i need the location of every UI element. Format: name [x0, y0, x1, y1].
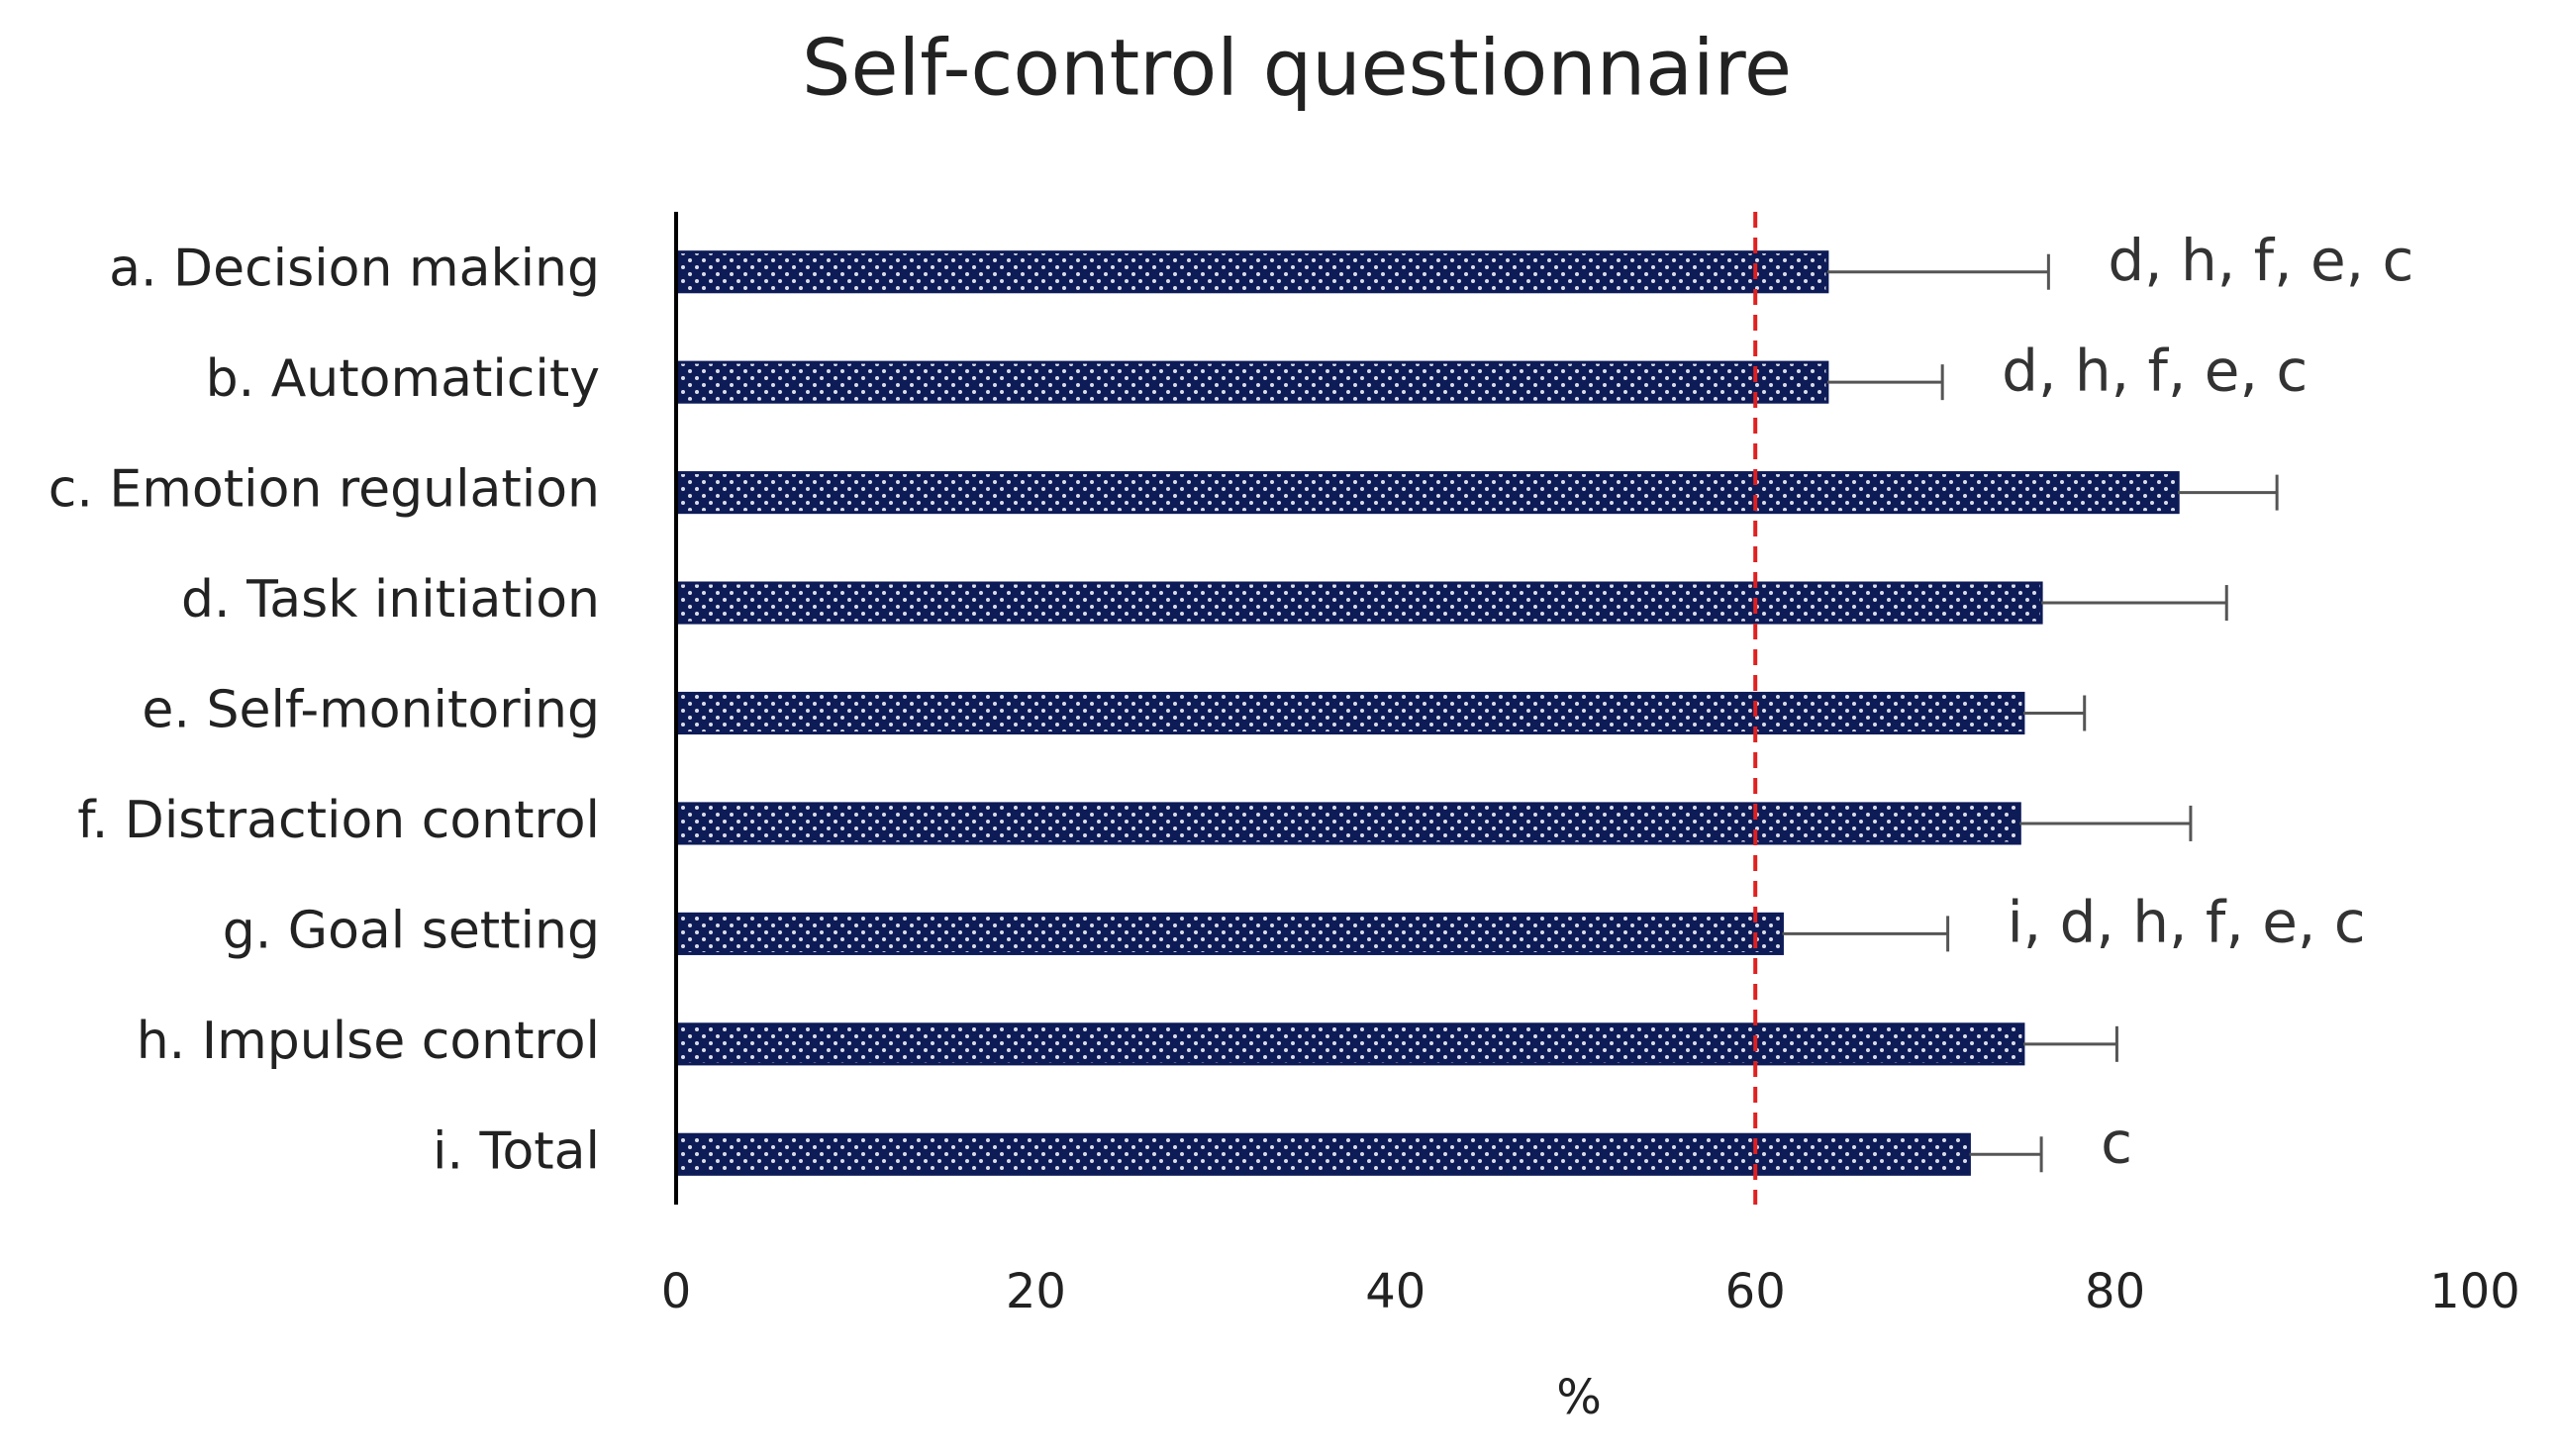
bar: [674, 691, 2025, 735]
error-bar: [2041, 585, 2228, 622]
bar: [674, 250, 1829, 294]
x-tick-label: 100: [2429, 1264, 2520, 1319]
y-tick-label: c. Emotion regulation: [49, 460, 600, 520]
x-tick-label: 60: [1725, 1264, 1786, 1319]
annotation: d, h, f, e, c: [2108, 227, 2413, 294]
x-axis-label: %: [1556, 1370, 1602, 1425]
x-tick-label: 40: [1365, 1264, 1425, 1319]
y-tick-label: e. Self-monitoring: [142, 681, 600, 740]
annotation: i, d, h, f, e, c: [2008, 888, 2366, 955]
error-bar: [1826, 364, 1944, 401]
chart-title: Self-control questionnaire: [802, 24, 1792, 113]
y-tick-label: g. Goal setting: [223, 901, 600, 960]
bar: [674, 581, 2043, 625]
x-tick-label: 20: [1006, 1264, 1066, 1319]
bar: [674, 1132, 1971, 1176]
error-bar: [1826, 253, 2050, 290]
bar: [674, 802, 2021, 845]
error-bar: [1782, 916, 1950, 952]
annotation: c: [2101, 1109, 2132, 1176]
bar: [674, 912, 1784, 955]
y-tick-label: b. Automaticity: [206, 349, 600, 409]
error-bar: [2178, 474, 2279, 511]
y-tick-label: d. Task initiation: [181, 570, 600, 630]
y-tick-label: i. Total: [433, 1121, 600, 1181]
plot-area: 0 20 40 60 80 100 a. Decision making d, h, f, e…: [49, 212, 2520, 1319]
y-tick-label: h. Impulse control: [137, 1012, 600, 1071]
bar: [674, 1022, 2025, 1066]
y-tick-label: a. Decision making: [109, 240, 600, 299]
error-bar: [1969, 1136, 2043, 1173]
annotation: d, h, f, e, c: [2002, 337, 2308, 404]
error-bar: [2019, 805, 2193, 841]
x-tick-label: 0: [661, 1264, 692, 1319]
bar: [674, 360, 1829, 404]
x-tick-label: 80: [2085, 1264, 2145, 1319]
error-bar: [2022, 695, 2087, 731]
bar: [674, 471, 2180, 515]
error-bar: [2022, 1025, 2118, 1062]
y-tick-label: f. Distraction control: [77, 791, 600, 850]
